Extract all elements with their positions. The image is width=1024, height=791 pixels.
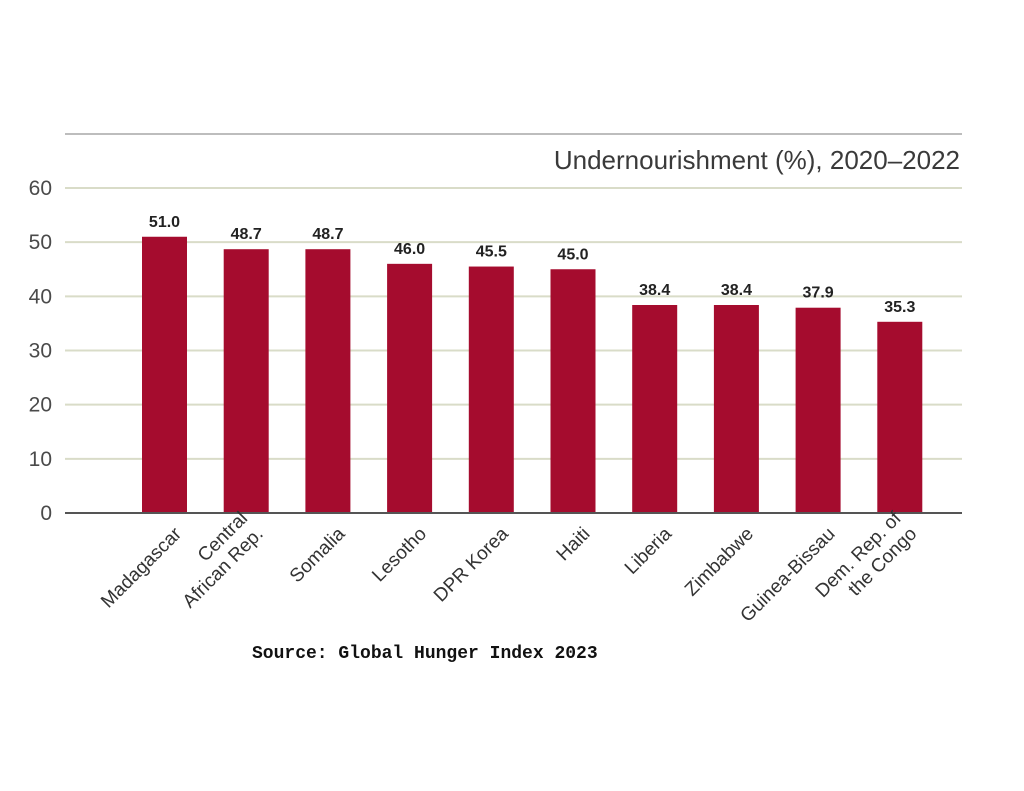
y-tick-label: 10 bbox=[29, 448, 52, 471]
data-label: 37.9 bbox=[803, 285, 834, 302]
y-tick-label: 20 bbox=[29, 394, 52, 417]
y-axis-ticks: 0 10 20 30 40 50 60 bbox=[29, 177, 52, 525]
category-label-line: Liberia bbox=[621, 523, 676, 578]
y-tick-label: 40 bbox=[29, 285, 52, 308]
category-label: Zimbabwe bbox=[681, 524, 758, 601]
data-label: 38.4 bbox=[721, 282, 752, 299]
bar bbox=[713, 305, 759, 513]
chart-title: Undernourishment (%), 2020–2022 bbox=[554, 145, 960, 175]
bar bbox=[305, 249, 351, 514]
category-label-line: Madagascar bbox=[97, 523, 186, 612]
bar bbox=[550, 269, 596, 513]
y-tick-label: 50 bbox=[29, 231, 52, 254]
category-label-line: Zimbabwe bbox=[681, 524, 758, 601]
data-label: 51.0 bbox=[149, 214, 180, 231]
data-label: 35.3 bbox=[884, 299, 915, 316]
category-label: Somalia bbox=[286, 523, 350, 587]
data-label: 48.7 bbox=[312, 226, 343, 243]
category-label: Lesotho bbox=[368, 524, 431, 587]
category-label-line: DPR Korea bbox=[430, 523, 513, 606]
data-label: 45.5 bbox=[476, 244, 507, 261]
category-label: DPR Korea bbox=[430, 523, 513, 606]
value-labels: 51.0 48.7 48.7 46.0 45.5 45.0 38.4 38.4 37.9 35.3 bbox=[149, 214, 916, 316]
category-label-line: Lesotho bbox=[368, 524, 431, 587]
y-tick-label: 30 bbox=[29, 340, 52, 363]
category-label-line: Haiti bbox=[553, 524, 595, 566]
bar bbox=[387, 263, 433, 513]
data-label: 45.0 bbox=[557, 246, 588, 263]
bar bbox=[142, 236, 187, 513]
bar bbox=[468, 266, 514, 513]
data-label: 46.0 bbox=[394, 241, 425, 258]
category-label-line: Somalia bbox=[286, 523, 350, 587]
category-label: Haiti bbox=[553, 524, 595, 566]
category-label: Liberia bbox=[621, 523, 676, 578]
y-tick-label: 0 bbox=[40, 502, 52, 525]
bar bbox=[632, 305, 678, 513]
data-label: 38.4 bbox=[639, 282, 670, 299]
bars bbox=[142, 236, 923, 514]
bar bbox=[223, 249, 269, 514]
data-label: 48.7 bbox=[231, 226, 262, 243]
source-note: Source: Global Hunger Index 2023 bbox=[252, 644, 598, 664]
bar bbox=[795, 307, 841, 513]
category-label: Madagascar bbox=[97, 523, 186, 612]
y-tick-label: 60 bbox=[29, 177, 52, 200]
bar bbox=[877, 321, 923, 513]
